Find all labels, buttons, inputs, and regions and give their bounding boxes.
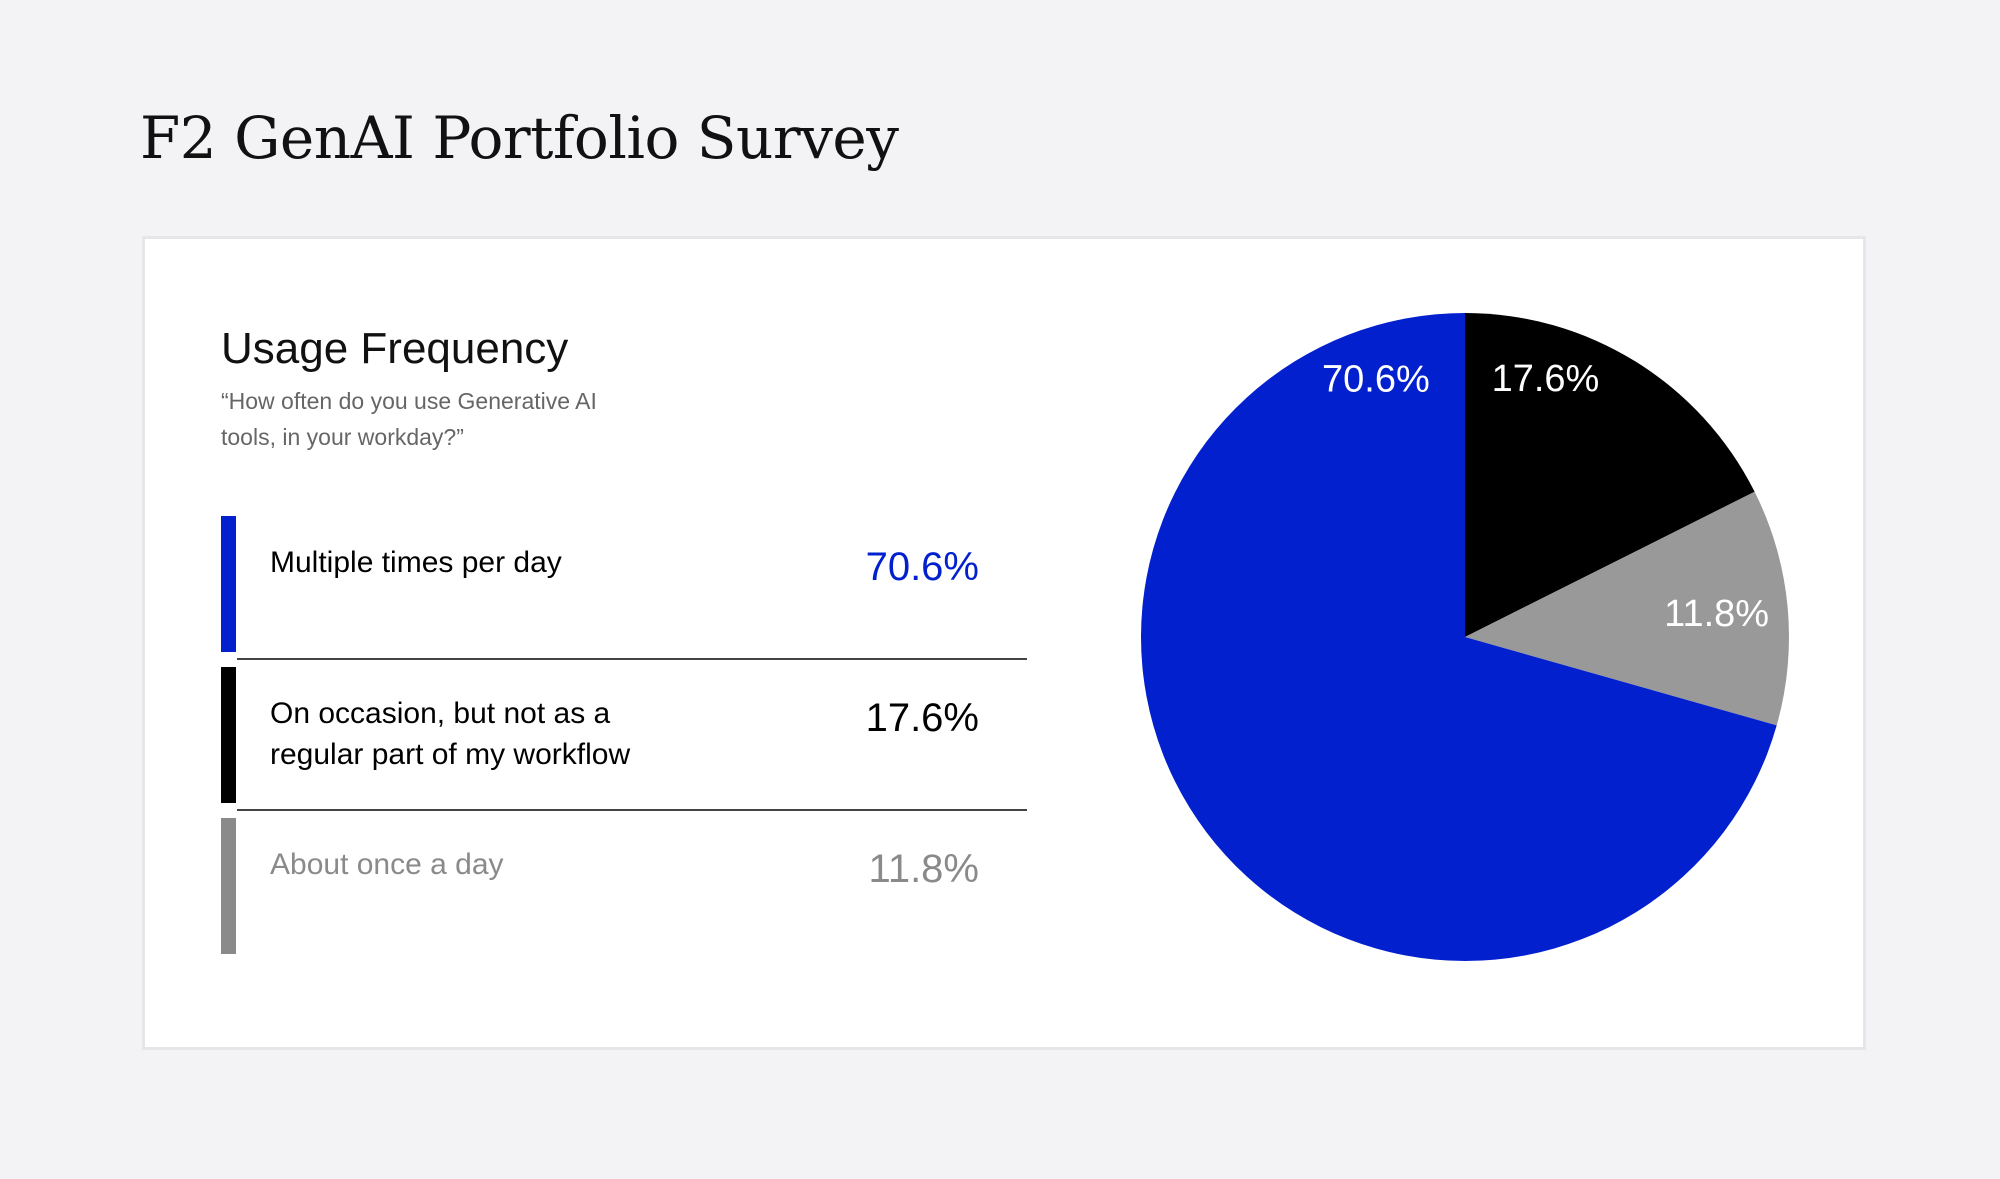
survey-question: “How often do you use Generative AI tool… bbox=[221, 388, 597, 450]
legend-color-bar bbox=[221, 516, 236, 652]
pie-slice bbox=[1465, 313, 1755, 637]
legend-color-bar bbox=[221, 667, 236, 803]
legend-value: 70.6% bbox=[865, 545, 979, 589]
page-title: F2 GenAI Portfolio Survey bbox=[140, 104, 899, 172]
legend-divider bbox=[237, 809, 1027, 811]
pie-slice-label: 17.6% bbox=[1492, 358, 1600, 400]
pie-slice-label: 11.8% bbox=[1664, 593, 1769, 635]
legend-value: 11.8% bbox=[868, 847, 979, 891]
legend-divider bbox=[237, 658, 1027, 660]
legend-item-about-once-a-day: About once a day 11.8% bbox=[221, 818, 1027, 954]
legend-label: On occasion, but not as a regular part o… bbox=[270, 697, 631, 771]
pie-slice-label: 70.6% bbox=[1322, 358, 1430, 400]
legend-item-on-occasion: On occasion, but not as a regular part o… bbox=[221, 667, 1027, 811]
legend-label: Multiple times per day bbox=[270, 546, 562, 579]
section-title: Usage Frequency bbox=[221, 324, 569, 373]
legend-value: 17.6% bbox=[865, 696, 979, 740]
legend-color-bar bbox=[221, 818, 236, 954]
pie-chart: 17.6% 11.8% 70.6% bbox=[1141, 313, 1789, 961]
pie-slice bbox=[1465, 491, 1789, 726]
legend-label: About once a day bbox=[270, 848, 504, 881]
pie-slice bbox=[1141, 313, 1777, 961]
survey-card: Usage Frequency “How often do you use Ge… bbox=[142, 236, 1866, 1050]
legend-item-multiple-times-per-day: Multiple times per day 70.6% bbox=[221, 516, 1027, 660]
